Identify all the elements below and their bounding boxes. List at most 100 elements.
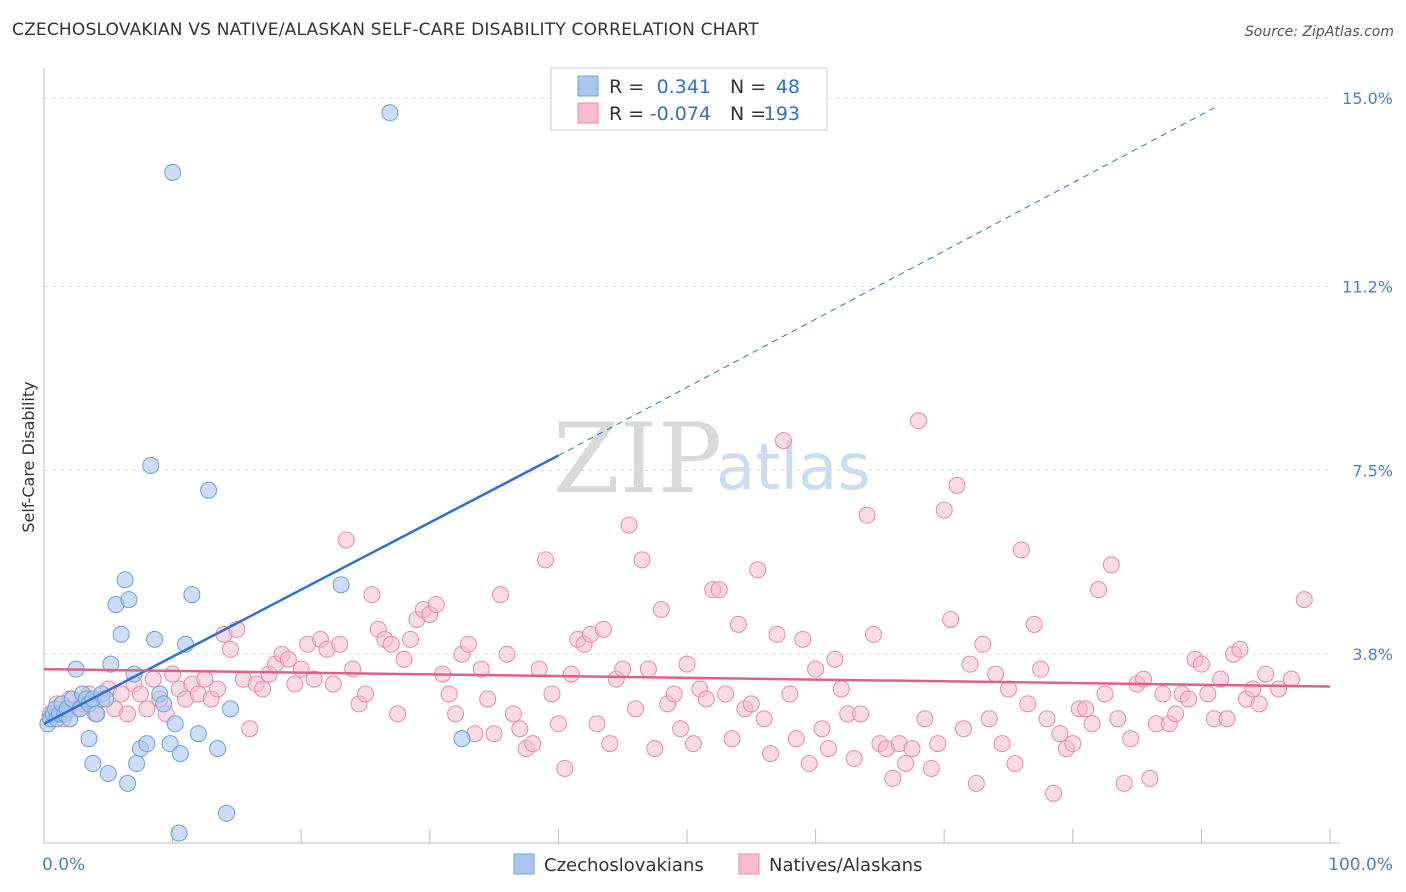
native-point-76: [530, 660, 548, 678]
native-point-125: [845, 750, 863, 768]
native-point-183: [1218, 710, 1236, 728]
native-point-175: [1167, 705, 1185, 723]
native-point-106: [723, 730, 741, 748]
czech-point-24: [120, 591, 138, 609]
native-point-116: [787, 730, 805, 748]
native-point-81: [562, 665, 580, 683]
native-point-89: [614, 660, 632, 678]
native-point-80: [556, 759, 574, 777]
czech-point-31: [155, 695, 173, 713]
native-point-136: [916, 710, 934, 728]
legend-n-value-2: 193: [764, 103, 800, 125]
native-point-15: [138, 700, 156, 718]
native-point-47: [344, 660, 362, 678]
native-point-151: [1012, 541, 1030, 559]
native-point-162: [1083, 715, 1101, 733]
y-tick-labels: 3.8% 7.5% 11.2% 15.0%: [1342, 89, 1393, 664]
native-point-77: [537, 551, 555, 569]
native-point-157: [1051, 725, 1069, 743]
native-point-91: [627, 700, 645, 718]
native-point-133: [897, 755, 915, 773]
native-point-123: [832, 680, 850, 698]
czech-point-45: [119, 774, 137, 792]
czech-point-27: [138, 735, 156, 753]
x-tick-label-max: 100.0%: [1328, 855, 1393, 875]
native-point-185: [1231, 640, 1249, 658]
czech-point-33: [166, 715, 184, 733]
native-point-121: [819, 740, 837, 758]
native-point-128: [864, 625, 882, 643]
native-point-188: [1250, 695, 1268, 713]
native-trend-line: [43, 667, 1331, 688]
native-point-137: [922, 759, 940, 777]
czech-point-20: [102, 655, 120, 673]
native-point-99: [678, 655, 696, 673]
native-point-50: [363, 586, 381, 604]
czech-point-32: [161, 735, 179, 753]
czech-point-39: [209, 740, 227, 758]
native-point-54: [389, 705, 407, 723]
native-point-90: [620, 516, 638, 534]
native-point-65: [459, 635, 477, 653]
czech-point-17: [88, 705, 106, 723]
native-point-110: [749, 561, 767, 579]
native-point-159: [1064, 735, 1082, 753]
native-point-142: [954, 720, 972, 738]
native-point-117: [794, 630, 812, 648]
native-point-141: [948, 476, 966, 494]
bottom-legend-swatch-pink: [738, 853, 760, 875]
native-point-126: [852, 705, 870, 723]
native-point-95: [652, 601, 670, 619]
bottom-legend-swatch-blue: [513, 853, 535, 875]
native-point-191: [1282, 670, 1300, 688]
native-point-189: [1257, 665, 1275, 683]
native-point-53: [382, 635, 400, 653]
bottom-legend-natives-alaskans: Natives/Alaskans: [769, 855, 922, 876]
czech-trend-line: [43, 454, 559, 725]
native-point-49: [357, 685, 374, 703]
native-point-107: [729, 615, 747, 633]
czech-point-42: [80, 730, 98, 748]
native-point-167: [1115, 774, 1133, 792]
native-point-109: [742, 695, 760, 713]
czech-point-37: [189, 725, 207, 743]
native-point-143: [961, 655, 979, 673]
native-point-105: [717, 685, 735, 703]
czech-point-43: [84, 755, 102, 773]
czech-point-50: [381, 104, 399, 122]
native-point-146: [980, 710, 998, 728]
native-point-112: [762, 745, 780, 763]
czech-point-40: [218, 804, 236, 822]
native-point-38: [286, 675, 304, 693]
native-point-148: [993, 735, 1011, 753]
native-point-44: [324, 675, 342, 693]
native-point-122: [826, 650, 844, 668]
native-point-152: [1019, 695, 1037, 713]
native-point-71: [498, 645, 516, 663]
native-point-156: [1045, 784, 1063, 802]
czech-point-47: [170, 824, 188, 842]
native-point-177: [1180, 690, 1198, 708]
native-point-147: [987, 665, 1005, 683]
native-point-63: [447, 705, 465, 723]
native-point-192: [1295, 591, 1313, 609]
chart-title: CZECHOSLOVAKIAN VS NATIVE/ALASKAN SELF-C…: [12, 20, 759, 40]
native-point-69: [485, 725, 503, 743]
series-legend: Czechoslovakians Natives/Alaskans: [513, 853, 922, 876]
native-point-75: [524, 735, 542, 753]
native-point-139: [935, 501, 953, 519]
native-point-79: [549, 715, 567, 733]
native-point-104: [710, 581, 728, 599]
y-tick-label-2: 11.2%: [1342, 278, 1393, 297]
czech-point-29: [146, 630, 164, 648]
czech-point-46: [128, 755, 146, 773]
y-axis-label: Self-Care Disability: [19, 381, 38, 532]
native-point-165: [1102, 556, 1120, 574]
legend-r-value-1: 0.341: [657, 76, 711, 98]
czech-point-34: [171, 745, 189, 763]
x-tick-label-min: 0.0%: [42, 855, 85, 875]
native-point-28: [221, 640, 239, 658]
native-point-19: [164, 665, 182, 683]
native-point-73: [511, 720, 529, 738]
native-point-154: [1032, 660, 1050, 678]
